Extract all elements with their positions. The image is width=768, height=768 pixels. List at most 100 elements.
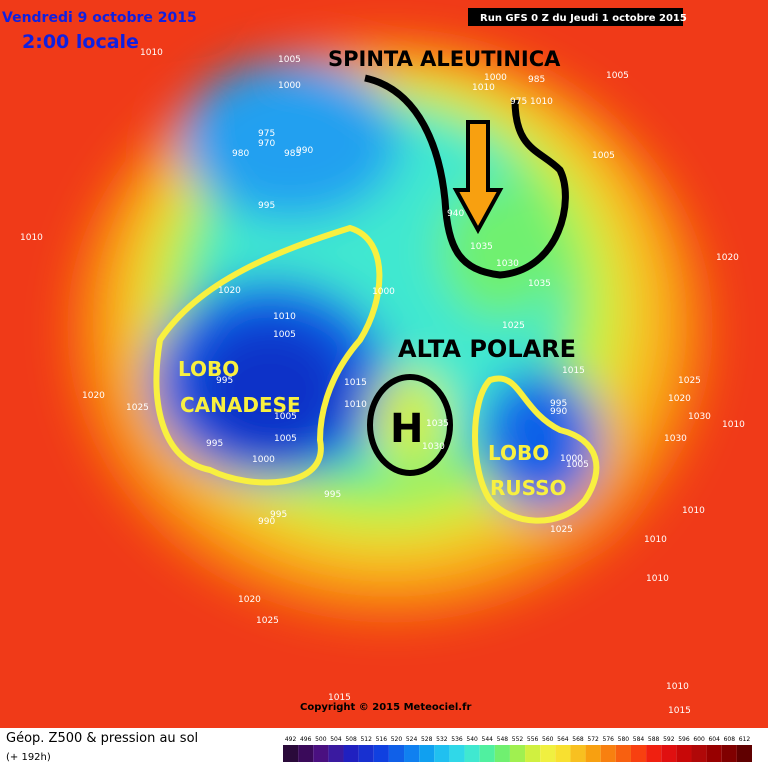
isobar-label: 990: [550, 407, 567, 417]
annotation: LOBO: [178, 357, 239, 381]
scale-label: 596: [678, 736, 690, 743]
annotation: H: [390, 406, 423, 452]
isobar-label: 1030: [664, 434, 687, 444]
isobar-label: 1020: [716, 253, 739, 263]
isobar-label: 1020: [218, 286, 241, 296]
scale-swatch: [630, 745, 647, 762]
isobar-label: 1020: [238, 595, 261, 605]
aleutian-outline: [364, 74, 569, 279]
copyright: Copyright © 2015 Meteociel.fr: [300, 702, 471, 713]
date: Vendredi 9 octobre 2015: [2, 10, 197, 26]
scale-swatch: [388, 745, 405, 762]
scale-swatch: [358, 745, 374, 762]
isobar-label: 1010: [682, 506, 705, 516]
annotation: CANADESE: [180, 393, 301, 417]
isobar-label: 1000: [372, 287, 395, 297]
scale-swatch: [646, 745, 662, 762]
scale-label: 588: [648, 736, 660, 743]
scale-swatch: [540, 745, 556, 762]
isobar-label: 940: [447, 209, 464, 219]
isobar-label: 1025: [502, 321, 525, 331]
run: Run GFS 0 Z du Jeudi 1 octobre 2015: [480, 13, 687, 24]
scale-label: 536: [451, 736, 463, 743]
isobar-label: 995: [206, 439, 223, 449]
isobar-label: 1000: [560, 454, 583, 464]
scale-label: 496: [300, 736, 312, 743]
scale-label: 612: [739, 736, 751, 743]
isobar-label: 1005: [278, 55, 301, 65]
scale-label: 556: [527, 736, 539, 743]
scale-swatch: [736, 745, 752, 762]
scale-swatch: [600, 745, 616, 762]
isobar-label: 1015: [668, 706, 691, 716]
isobar-label: 975: [510, 97, 527, 107]
scale-swatch: [661, 745, 677, 762]
isobar-label: 985: [284, 149, 301, 159]
footer-title: Géop. Z500 & pression au sol: [6, 731, 198, 746]
isobar-label: 1010: [530, 97, 553, 107]
isobar-label: 1010: [20, 233, 43, 243]
scale-label: 576: [603, 736, 615, 743]
scale-swatch: [373, 745, 389, 762]
annotation: SPINTA ALEUTINICA: [328, 47, 561, 71]
isobar-label: 1015: [344, 378, 367, 388]
isobar-label: 1030: [688, 412, 711, 422]
isobar-label: 970: [258, 139, 275, 149]
time: 2:00 locale: [22, 31, 139, 53]
scale-label: 520: [391, 736, 403, 743]
isobar-label: 1025: [550, 525, 573, 535]
scale-swatch: [298, 745, 314, 762]
isobar-label: 1010: [472, 83, 495, 93]
arrow: [452, 120, 504, 235]
annotation: ALTA POLARE: [398, 335, 576, 363]
scale-label: 516: [376, 736, 388, 743]
isobar-label: 995: [216, 376, 233, 386]
isobar-label: 1010: [273, 312, 296, 322]
scale-swatch: [509, 745, 526, 762]
high-circle: [367, 374, 453, 476]
isobar-label: 1035: [470, 242, 493, 252]
isobar-label: 990: [296, 146, 313, 156]
scale-swatch: [676, 745, 692, 762]
scale-swatch: [404, 745, 420, 762]
isobar-label: 1015: [562, 366, 585, 376]
isobar-label: 1025: [126, 403, 149, 413]
isobar-label: 995: [258, 201, 275, 211]
isobar-label: 1005: [592, 151, 615, 161]
scale-label: 500: [315, 736, 327, 743]
isobar-label: 980: [232, 149, 249, 159]
scale-label: 608: [724, 736, 736, 743]
isobar-label: 1005: [274, 412, 297, 422]
isobar-label: 985: [528, 75, 545, 85]
scale-swatch: [555, 745, 571, 762]
isobar-label: 1020: [668, 394, 691, 404]
isobar-label: 995: [324, 490, 341, 500]
scale-swatch: [419, 745, 435, 762]
isobar-label: 1015: [328, 693, 351, 703]
scale-swatch: [313, 745, 329, 762]
scale-label: 572: [587, 736, 599, 743]
isobar-label: 1005: [274, 434, 297, 444]
isobar-label: 1010: [644, 535, 667, 545]
isobar-label: 995: [270, 510, 287, 520]
isobar-label: 1010: [140, 48, 163, 58]
scale-swatch: [706, 745, 722, 762]
isobar-label: 1035: [528, 279, 551, 289]
scale-swatch: [343, 745, 359, 762]
scale-label: 548: [497, 736, 509, 743]
isobar-label: 1020: [82, 391, 105, 401]
scale-label: 524: [406, 736, 418, 743]
scale-label: 532: [436, 736, 448, 743]
run-box: [468, 8, 683, 26]
scale-label: 592: [663, 736, 675, 743]
scale-swatch: [464, 745, 480, 762]
isobar-label: 1035: [426, 419, 449, 429]
isobar-label: 1030: [496, 259, 519, 269]
scale-swatch: [615, 745, 631, 762]
scale-swatch: [328, 745, 344, 762]
scale-swatch: [283, 745, 299, 762]
canadian-lobe-outline: [153, 224, 383, 486]
scale-label: 508: [345, 736, 357, 743]
scale-label: 560: [542, 736, 554, 743]
